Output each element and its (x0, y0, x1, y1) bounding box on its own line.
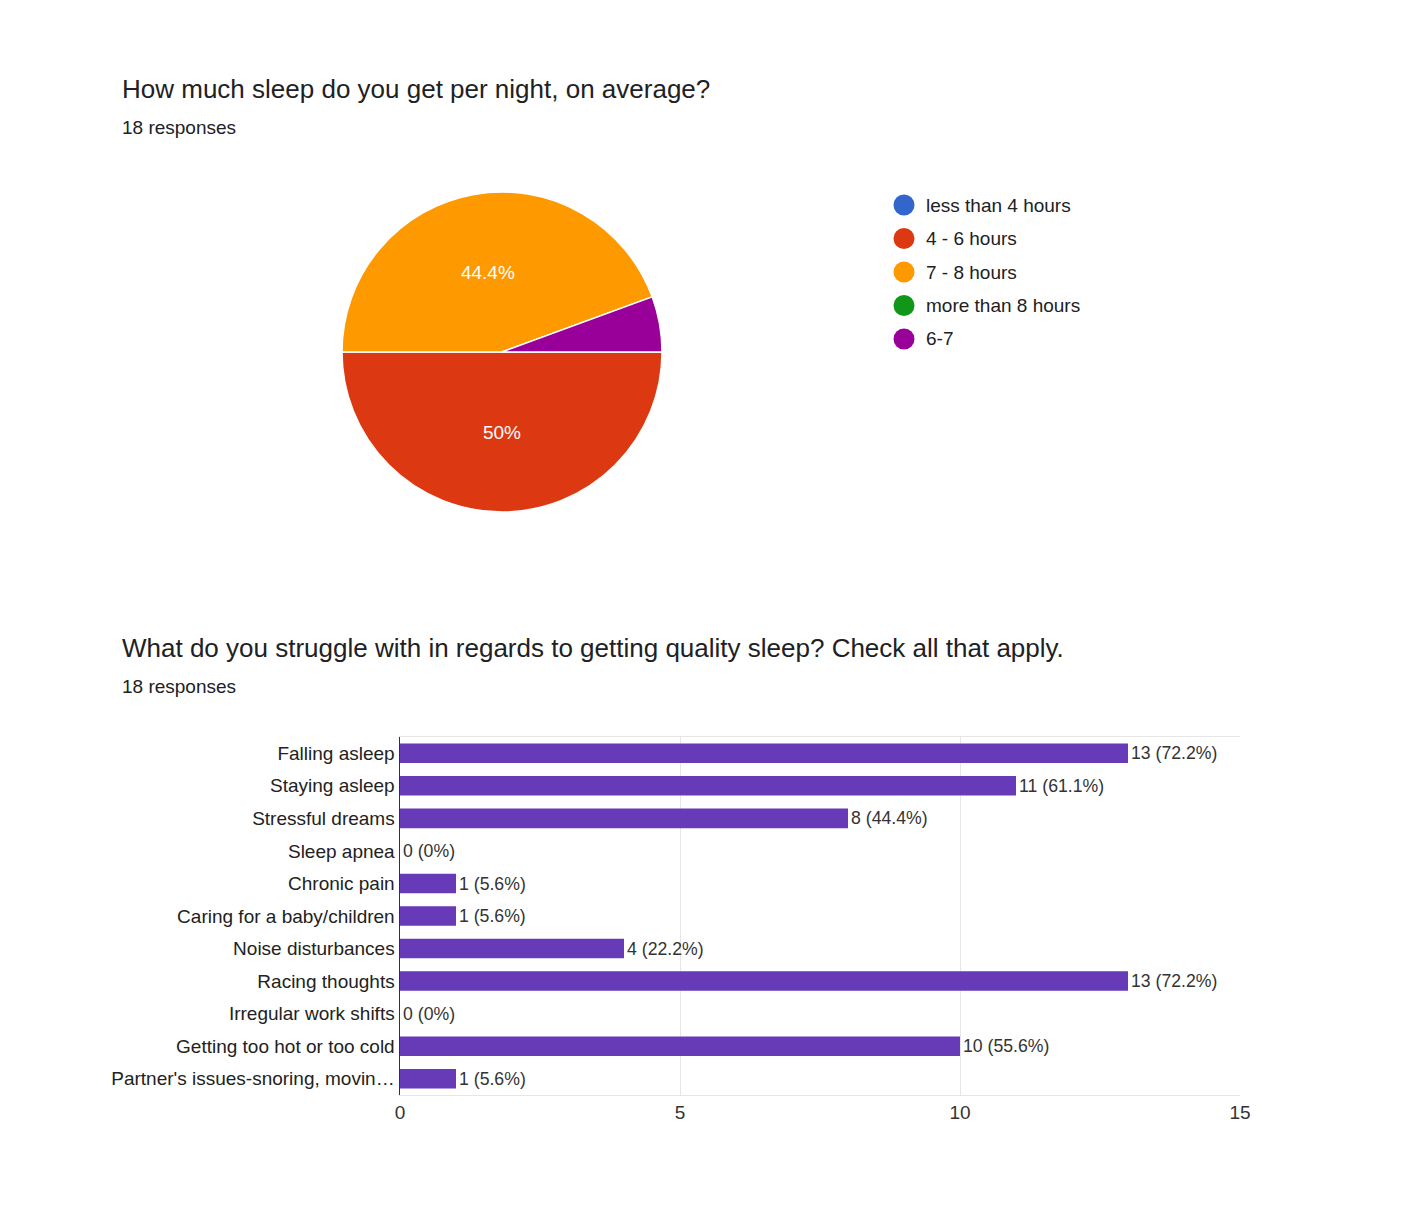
svg-text:How much sleep do you get per: How much sleep do you get per night, on … (122, 74, 710, 104)
svg-text:Staying asleep: Staying asleep (270, 775, 395, 796)
svg-text:Racing thoughts: Racing thoughts (257, 971, 394, 992)
svg-text:0 (0%): 0 (0%) (403, 841, 455, 861)
svg-text:Falling asleep: Falling asleep (277, 743, 394, 764)
svg-text:less than 4 hours: less than 4 hours (926, 195, 1071, 216)
svg-text:8 (44.4%): 8 (44.4%) (851, 808, 928, 828)
svg-text:18 responses: 18 responses (122, 117, 236, 138)
svg-text:18 responses: 18 responses (122, 676, 236, 697)
svg-text:13 (72.2%): 13 (72.2%) (1131, 971, 1217, 991)
svg-text:1 (5.6%): 1 (5.6%) (459, 1069, 526, 1089)
svg-text:Stressful dreams: Stressful dreams (252, 808, 395, 829)
svg-text:What do you struggle with in r: What do you struggle with in regards to … (122, 633, 1064, 663)
svg-text:10: 10 (949, 1102, 970, 1123)
svg-text:50%: 50% (483, 422, 521, 443)
svg-text:6-7: 6-7 (926, 328, 953, 349)
svg-text:0 (0%): 0 (0%) (403, 1004, 455, 1024)
svg-text:Noise disturbances: Noise disturbances (233, 938, 395, 959)
svg-text:Sleep apnea: Sleep apnea (288, 841, 395, 862)
svg-text:0: 0 (395, 1102, 406, 1123)
svg-text:Partner's issues-snoring, movi: Partner's issues-snoring, movin… (111, 1068, 394, 1089)
svg-text:44.4%: 44.4% (461, 262, 515, 283)
svg-text:15: 15 (1229, 1102, 1250, 1123)
svg-text:5: 5 (675, 1102, 686, 1123)
svg-text:Getting too hot or too cold: Getting too hot or too cold (176, 1036, 395, 1057)
svg-text:1 (5.6%): 1 (5.6%) (459, 906, 526, 926)
svg-text:10 (55.6%): 10 (55.6%) (963, 1036, 1049, 1056)
svg-text:more than 8 hours: more than 8 hours (926, 295, 1080, 316)
svg-text:Caring for a baby/children: Caring for a baby/children (177, 906, 395, 927)
svg-text:1 (5.6%): 1 (5.6%) (459, 874, 526, 894)
svg-text:Chronic pain: Chronic pain (288, 873, 395, 894)
svg-text:Irregular work shifts: Irregular work shifts (229, 1003, 395, 1024)
svg-text:7 - 8 hours: 7 - 8 hours (926, 262, 1017, 283)
svg-text:4 (22.2%): 4 (22.2%) (627, 939, 704, 959)
svg-text:4 - 6 hours: 4 - 6 hours (926, 228, 1017, 249)
svg-text:13 (72.2%): 13 (72.2%) (1131, 743, 1217, 763)
svg-text:11 (61.1%): 11 (61.1%) (1019, 776, 1104, 796)
